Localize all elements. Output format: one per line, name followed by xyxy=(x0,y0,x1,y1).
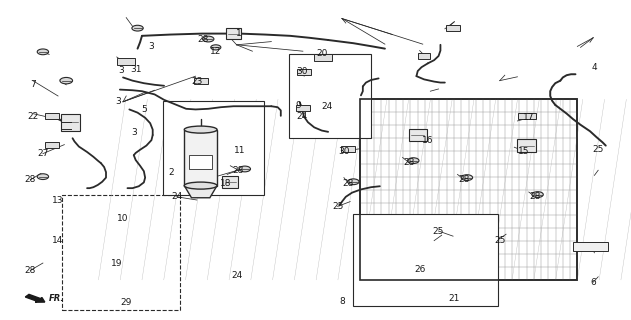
Circle shape xyxy=(532,192,543,197)
Text: 27: 27 xyxy=(37,149,49,158)
Text: 21: 21 xyxy=(449,294,460,303)
FancyArrow shape xyxy=(25,294,45,302)
Circle shape xyxy=(203,36,214,42)
Text: 28: 28 xyxy=(403,158,415,167)
Text: 16: 16 xyxy=(422,136,433,145)
Text: 25: 25 xyxy=(494,236,505,245)
Text: 24: 24 xyxy=(296,112,307,121)
Text: 11: 11 xyxy=(234,146,245,155)
Bar xyxy=(163,101,264,195)
Bar xyxy=(518,113,536,119)
Bar xyxy=(189,156,212,169)
Text: 25: 25 xyxy=(433,227,444,236)
Text: 26: 26 xyxy=(414,265,425,274)
Bar xyxy=(45,113,59,119)
Text: 14: 14 xyxy=(52,236,64,245)
Circle shape xyxy=(60,77,73,84)
Text: 12: 12 xyxy=(210,47,221,56)
Text: 3: 3 xyxy=(115,97,122,106)
Bar xyxy=(409,129,427,141)
Text: 25: 25 xyxy=(593,145,604,154)
Text: 10: 10 xyxy=(117,214,129,223)
Bar xyxy=(517,139,536,152)
Text: 3: 3 xyxy=(148,42,155,51)
Text: 18: 18 xyxy=(220,179,232,188)
Bar xyxy=(194,78,208,84)
Circle shape xyxy=(348,179,359,185)
Circle shape xyxy=(211,45,221,50)
Text: FR.: FR. xyxy=(49,294,65,303)
Ellipse shape xyxy=(184,126,217,133)
Text: 28: 28 xyxy=(458,175,469,184)
Text: 30: 30 xyxy=(296,68,307,76)
Text: 19: 19 xyxy=(111,259,122,268)
Text: 28: 28 xyxy=(25,175,36,184)
Text: 28: 28 xyxy=(529,192,541,201)
Text: 28: 28 xyxy=(25,266,36,275)
Text: 30: 30 xyxy=(338,147,350,156)
Text: 17: 17 xyxy=(523,113,534,122)
Text: 28: 28 xyxy=(343,179,354,188)
Bar xyxy=(226,28,241,39)
Text: 23: 23 xyxy=(191,77,203,86)
Text: 1: 1 xyxy=(235,29,242,38)
Bar xyxy=(296,105,310,111)
Text: 28: 28 xyxy=(198,35,209,44)
Circle shape xyxy=(37,49,49,55)
Circle shape xyxy=(132,25,143,31)
Text: 15: 15 xyxy=(518,147,529,156)
Text: 8: 8 xyxy=(339,297,345,306)
Text: 24: 24 xyxy=(321,102,333,111)
Text: 9: 9 xyxy=(295,101,301,110)
Bar xyxy=(360,99,577,280)
Text: 22: 22 xyxy=(27,112,38,121)
Text: 31: 31 xyxy=(130,65,141,74)
Bar xyxy=(360,99,577,280)
Bar xyxy=(341,146,355,152)
Bar xyxy=(573,242,608,251)
Bar xyxy=(353,214,498,306)
Text: 4: 4 xyxy=(592,63,597,72)
Bar xyxy=(184,130,217,186)
Bar xyxy=(62,195,180,310)
Text: 25: 25 xyxy=(332,202,343,211)
Bar xyxy=(61,114,80,131)
Bar xyxy=(446,25,460,31)
Text: 5: 5 xyxy=(141,105,147,114)
Bar xyxy=(418,53,430,59)
Text: 24: 24 xyxy=(231,271,242,280)
Circle shape xyxy=(37,174,49,180)
Text: 24: 24 xyxy=(171,192,182,201)
Bar xyxy=(45,142,59,148)
Ellipse shape xyxy=(184,182,217,189)
Polygon shape xyxy=(184,186,217,198)
Text: 7: 7 xyxy=(30,80,36,89)
Bar xyxy=(117,58,135,65)
Bar xyxy=(297,69,311,75)
Text: 28: 28 xyxy=(233,166,244,175)
Bar xyxy=(222,176,239,188)
Text: 3: 3 xyxy=(118,66,124,75)
Circle shape xyxy=(461,175,473,180)
Circle shape xyxy=(239,166,251,172)
Text: 6: 6 xyxy=(590,278,596,287)
Circle shape xyxy=(408,158,419,164)
Bar xyxy=(314,54,332,61)
Bar xyxy=(289,54,371,138)
Text: 29: 29 xyxy=(121,298,132,307)
Text: 3: 3 xyxy=(131,128,137,137)
Text: 20: 20 xyxy=(316,49,327,58)
Text: 2: 2 xyxy=(169,168,174,177)
Text: 13: 13 xyxy=(52,196,64,205)
